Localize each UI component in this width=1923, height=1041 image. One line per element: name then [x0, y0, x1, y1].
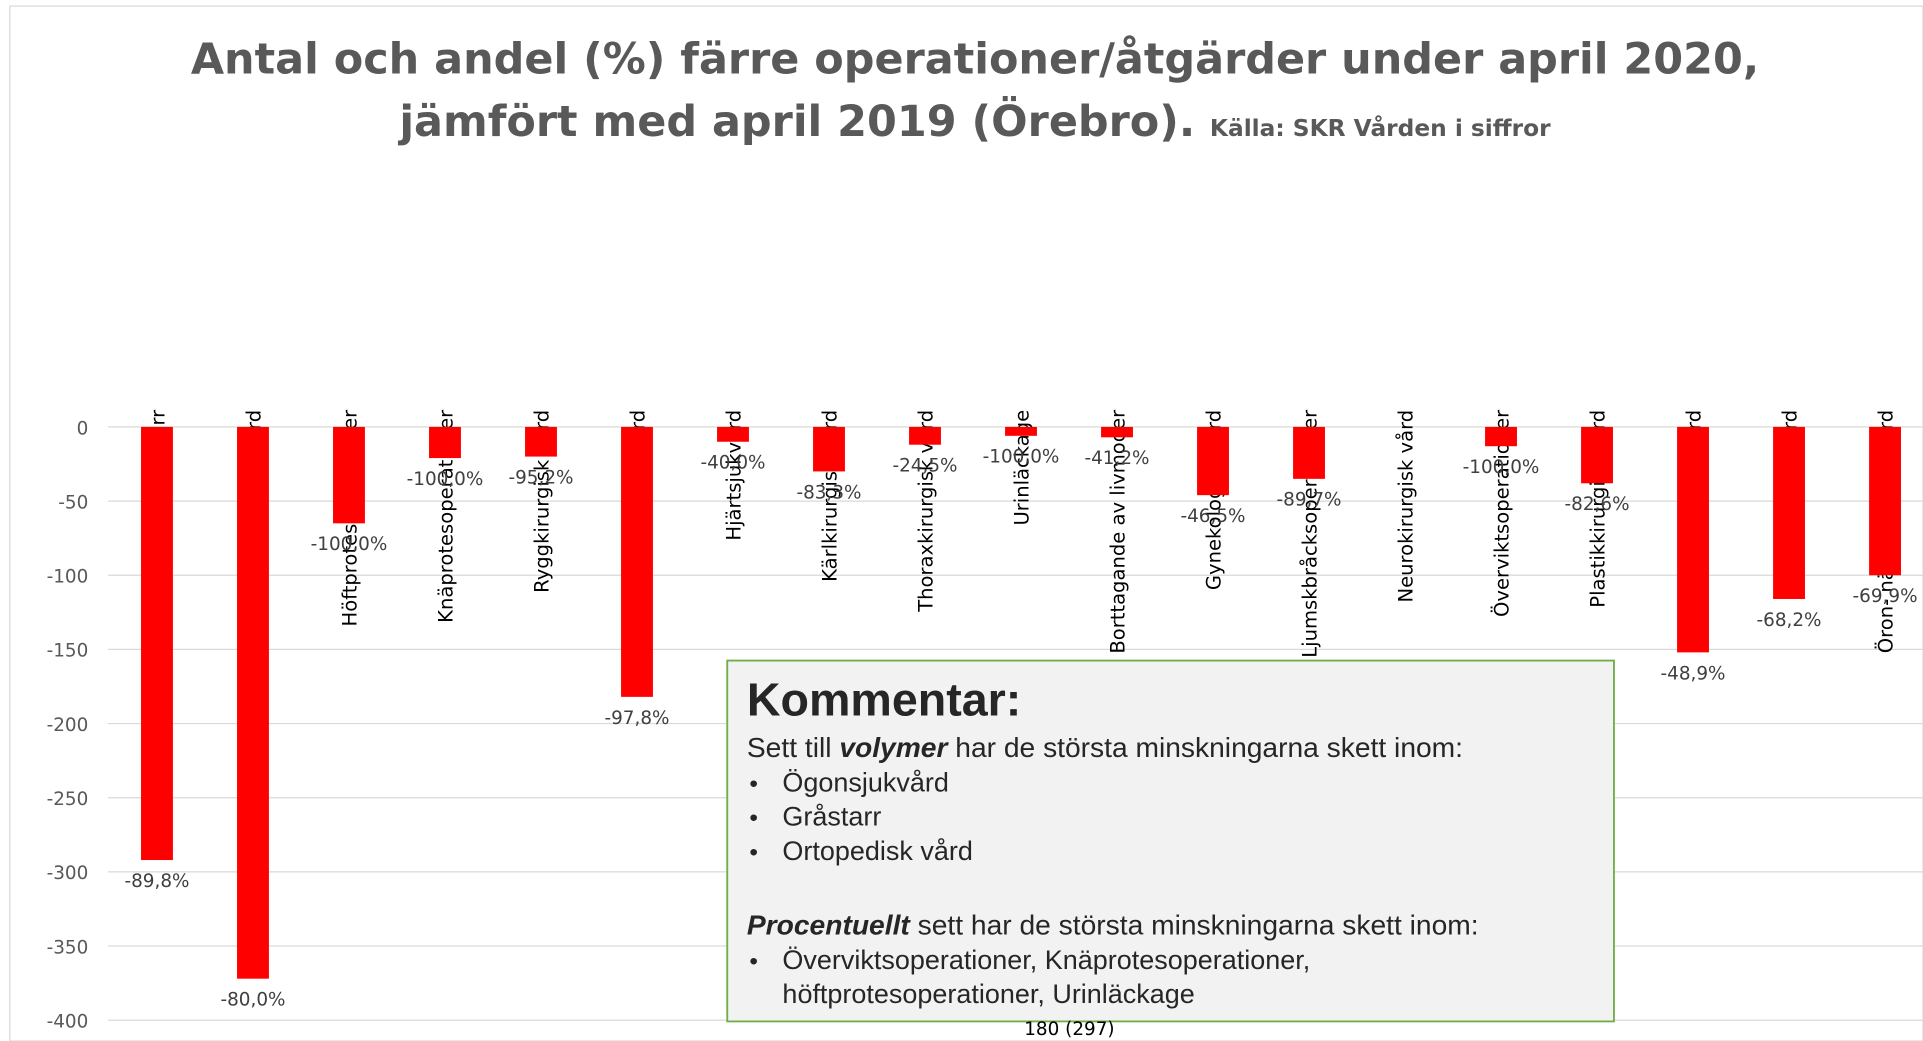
bullet-list: • Överviktsoperationer, Knäprotesoperatio…	[749, 945, 1310, 1009]
bullet-list: • Ögonsjukvård • Gråstarr • Ortopedisk vård	[749, 767, 973, 865]
y-tick-label: -100	[47, 567, 89, 588]
text: har de största minskningarna skett inom:	[947, 731, 1463, 763]
bullet-text: Gråstarr	[782, 802, 881, 832]
bar	[525, 426, 557, 457]
bullet: •	[749, 948, 758, 975]
bar	[333, 426, 365, 524]
bullet: •	[749, 805, 758, 832]
bar	[1005, 426, 1037, 436]
plot: 0 -50 -100 -150 -200 -250 -300 -350 -400 Gråstarr…	[47, 409, 1923, 1033]
bar	[1869, 426, 1901, 576]
data-label: -100,0%	[311, 534, 388, 555]
bar	[621, 426, 653, 697]
y-tick-label: -250	[47, 789, 89, 810]
y-tick-label: -350	[47, 937, 89, 958]
data-label: -68,2%	[1757, 610, 1822, 631]
comment-heading: Kommentar:	[747, 674, 1021, 726]
data-label: -89,8%	[124, 871, 189, 892]
chart-border	[9, 5, 1923, 1041]
x-tick-label: Thoraxkirurgisk vård	[914, 410, 937, 613]
x-tick-label: Hjärtsjukvård	[722, 410, 745, 541]
bullet: •	[749, 839, 758, 866]
bullet-text: höftprotesoperationer, Urinläckage	[782, 979, 1194, 1009]
comment-line: Procentuellt sett har de största minskni…	[747, 909, 1479, 941]
chart-title: jämfört med april 2019 (Örebro). Källa: S…	[397, 96, 1551, 147]
data-label: -89,7%	[1276, 490, 1341, 511]
data-label: -41,2%	[1084, 448, 1149, 469]
bar	[1581, 426, 1613, 484]
bullet: •	[749, 770, 758, 797]
x-tick-label: Borttagande av livmoder	[1106, 409, 1129, 654]
comment-box-frame	[726, 659, 1615, 1023]
bar	[1485, 426, 1517, 447]
data-label: -100,0%	[407, 469, 484, 490]
y-tick-label: -400	[47, 1012, 89, 1033]
bar	[1293, 426, 1325, 479]
data-label: -69,9%	[1853, 586, 1918, 607]
bullet-text: Ortopedisk vård	[782, 836, 972, 866]
footer: 180 (297)	[1024, 1019, 1114, 1040]
text: Procentuellt	[747, 909, 912, 941]
comment-box: Kommentar: Sett till volymer har de stör…	[726, 659, 1615, 1023]
data-label: -97,8%	[604, 708, 669, 729]
y-tick-label: 0	[77, 418, 89, 439]
bullet-text: Ögonsjukvård	[782, 767, 948, 797]
data-label: -95,2%	[508, 468, 573, 489]
bar	[1101, 426, 1133, 438]
y-tick-label: -300	[47, 863, 89, 884]
x-tick-label: Neurokirurgisk vård	[1394, 410, 1417, 603]
y-tick-label: -50	[58, 492, 88, 513]
text: Sett till	[747, 731, 839, 763]
bar	[237, 426, 269, 979]
x-tick-label: Överviktsoperationer	[1490, 409, 1513, 617]
bar	[717, 426, 749, 442]
bar	[141, 426, 173, 861]
bar	[813, 426, 845, 472]
bar	[1773, 426, 1805, 599]
data-label: -48,9%	[1661, 663, 1726, 684]
y-tick-label: -200	[47, 715, 89, 736]
data-label: -82,6%	[1565, 494, 1630, 515]
comment-line: Sett till volymer har de största minskni…	[747, 731, 1463, 763]
x-tick-label: Knäprotesoperationer	[434, 409, 457, 623]
bar	[909, 426, 941, 445]
bar	[429, 426, 461, 459]
data-label: -40,0%	[700, 453, 765, 474]
x-tick-label: Urinläckage	[1010, 410, 1033, 526]
data-label: -83,3%	[796, 482, 861, 503]
text: volymer	[839, 731, 949, 763]
data-label: -100,0%	[1463, 457, 1540, 478]
chart-title: jämfört med april 2019 (Örebro).	[397, 96, 1195, 147]
data-label: -100,0%	[983, 447, 1060, 468]
data-label: -46,5%	[1180, 506, 1245, 527]
y-tick-label: -150	[47, 641, 89, 662]
bar	[1677, 426, 1709, 653]
data-label: -80,0%	[220, 990, 285, 1011]
chart-title: Antal och andel (%) färre operationer/åt…	[191, 34, 1759, 84]
bullet-text: Överviktsoperationer, Knäprotesoperation…	[782, 945, 1310, 975]
bar	[1197, 426, 1229, 496]
data-label: -24,5%	[892, 456, 957, 477]
text: sett har de största minskningarna skett …	[910, 909, 1479, 941]
source: Källa: SKR Vården i siffror	[1210, 115, 1551, 142]
